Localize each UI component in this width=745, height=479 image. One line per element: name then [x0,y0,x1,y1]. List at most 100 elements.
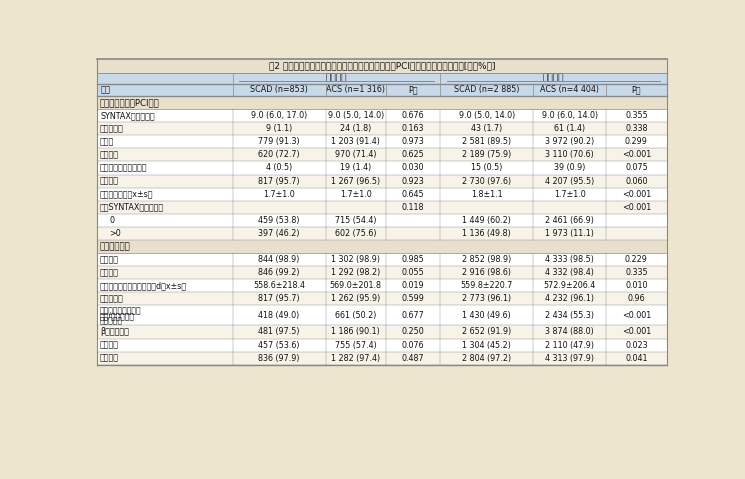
Bar [97,188,667,201]
Text: P值: P值 [408,85,418,94]
Text: 前降支: 前降支 [100,137,114,146]
Text: 1.7±1.0: 1.7±1.0 [263,190,295,199]
Text: 0.163: 0.163 [402,124,425,133]
Text: 0.041: 0.041 [625,354,647,363]
Text: 9 (1.1): 9 (1.1) [266,124,292,133]
Bar [97,306,667,325]
Text: 氯吡格雷: 氯吡格雷 [100,268,119,277]
Text: 2 189 (75.9): 2 189 (75.9) [462,150,512,160]
Text: 0.677: 0.677 [402,311,425,320]
Text: β受体阻断剂: β受体阻断剂 [100,328,129,336]
Text: SCAD (n=853): SCAD (n=853) [250,85,308,94]
Text: 置入支架（枚，x±s）: 置入支架（枚，x±s） [100,190,153,199]
Text: 残余SYNTAX计分（分）: 残余SYNTAX计分（分） [100,203,164,212]
Text: 2 461 (66.9): 2 461 (66.9) [545,216,595,225]
Text: 0.299: 0.299 [625,137,648,146]
Text: 心状动脉造影及PCI情况: 心状动脉造影及PCI情况 [100,98,160,107]
Text: 4 (0.5): 4 (0.5) [266,163,292,172]
Text: 0.355: 0.355 [625,111,647,120]
Bar [97,227,667,240]
Bar [97,339,667,352]
Text: 左主干病变: 左主干病变 [100,124,124,133]
Text: 9.0 (6.0, 14.0): 9.0 (6.0, 14.0) [542,111,597,120]
Text: 4 232 (96.1): 4 232 (96.1) [545,295,595,303]
Text: 779 (91.3): 779 (91.3) [259,137,300,146]
Text: 1 186 (90.1): 1 186 (90.1) [332,328,380,336]
Text: 1 203 (91.4): 1 203 (91.4) [332,137,380,146]
Text: 0.229: 0.229 [625,255,648,264]
Text: 4 333 (98.5): 4 333 (98.5) [545,255,595,264]
Text: 0.973: 0.973 [402,137,425,146]
Text: 他汀类药物: 他汀类药物 [100,295,124,303]
Text: P值: P值 [632,85,641,94]
Text: 变量: 变量 [100,85,110,94]
Text: 3 874 (88.0): 3 874 (88.0) [545,328,594,336]
Bar [97,292,667,306]
Text: 2 916 (98.6): 2 916 (98.6) [463,268,511,277]
Text: 0.118: 0.118 [402,203,425,212]
Text: 0.019: 0.019 [402,281,425,290]
Text: 0.060: 0.060 [625,177,647,185]
Text: 1 136 (49.8): 1 136 (49.8) [463,229,511,238]
Text: 受体拮抗剂: 受体拮抗剂 [100,316,123,325]
Bar [97,109,667,122]
Bar [97,135,667,148]
Text: 0.676: 0.676 [402,111,425,120]
Text: 2 804 (97.2): 2 804 (97.2) [462,354,511,363]
Text: 1 292 (98.2): 1 292 (98.2) [332,268,381,277]
Text: 1 304 (45.2): 1 304 (45.2) [463,341,511,350]
Text: 男性患者: 男性患者 [542,73,564,82]
Text: 2 581 (89.5): 2 581 (89.5) [462,137,511,146]
Text: 合并二级诊断: 合并二级诊断 [100,242,131,251]
Text: 457 (53.6): 457 (53.6) [259,341,300,350]
Bar [97,201,667,214]
Text: 制剂/血管紧张素: 制剂/血管紧张素 [100,311,135,320]
Text: 1 267 (96.5): 1 267 (96.5) [332,177,381,185]
Text: 表2 不同性别、不同临床表型患者的冠状动脉造影、PCI和药物治疗特征的比较[例（%）]: 表2 不同性别、不同临床表型患者的冠状动脉造影、PCI和药物治疗特征的比较[例（… [268,61,495,70]
Text: >0: >0 [110,229,121,238]
Bar [97,161,667,174]
Text: 4 332 (98.4): 4 332 (98.4) [545,268,595,277]
Text: 970 (71.4): 970 (71.4) [335,150,377,160]
Text: 0.985: 0.985 [402,255,425,264]
Text: 1.8±1.1: 1.8±1.1 [471,190,503,199]
Bar [97,279,667,292]
Text: 836 (97.9): 836 (97.9) [259,354,300,363]
Text: 0.338: 0.338 [625,124,647,133]
Text: 0.96: 0.96 [627,295,645,303]
Text: 0.030: 0.030 [402,163,425,172]
Text: ACS (n=1 316): ACS (n=1 316) [326,85,385,94]
Text: 2 852 (98.9): 2 852 (98.9) [462,255,512,264]
Text: 4 207 (95.5): 4 207 (95.5) [545,177,595,185]
Text: 481 (97.5): 481 (97.5) [259,328,300,336]
Text: 846 (99.2): 846 (99.2) [259,268,300,277]
Text: 硝酸酯类: 硝酸酯类 [100,354,119,363]
Text: 572.9±206.4: 572.9±206.4 [544,281,596,290]
Text: 3 972 (90.2): 3 972 (90.2) [545,137,595,146]
Text: 侵犯上引膜内斯克长病: 侵犯上引膜内斯克长病 [100,163,148,172]
Text: 0.599: 0.599 [402,295,425,303]
Text: 19 (1.4): 19 (1.4) [340,163,372,172]
Text: 2 730 (97.6): 2 730 (97.6) [462,177,511,185]
Text: 418 (49.0): 418 (49.0) [259,311,299,320]
Text: 0.076: 0.076 [402,341,425,350]
Text: SYNTAX评分（分）: SYNTAX评分（分） [100,111,155,120]
Bar [97,148,667,161]
Text: 459 (53.8): 459 (53.8) [259,216,300,225]
Text: <0.001: <0.001 [622,190,651,199]
Text: 0.487: 0.487 [402,354,425,363]
Bar [97,325,667,339]
Text: <0.001: <0.001 [622,203,651,212]
Text: 24 (1.8): 24 (1.8) [340,124,372,133]
Text: 15 (0.5): 15 (0.5) [471,163,503,172]
Text: 1 430 (49.6): 1 430 (49.6) [463,311,511,320]
Text: <0.001: <0.001 [622,311,651,320]
Text: <0.001: <0.001 [622,328,651,336]
Text: 1 449 (60.2): 1 449 (60.2) [463,216,511,225]
Text: 1 262 (95.9): 1 262 (95.9) [332,295,381,303]
Text: 0.023: 0.023 [625,341,647,350]
Text: 2 434 (55.3): 2 434 (55.3) [545,311,595,320]
Text: 661 (50.2): 661 (50.2) [335,311,376,320]
Bar [97,253,667,266]
Text: 自愿保护素转化酶抑: 自愿保护素转化酶抑 [100,306,142,315]
